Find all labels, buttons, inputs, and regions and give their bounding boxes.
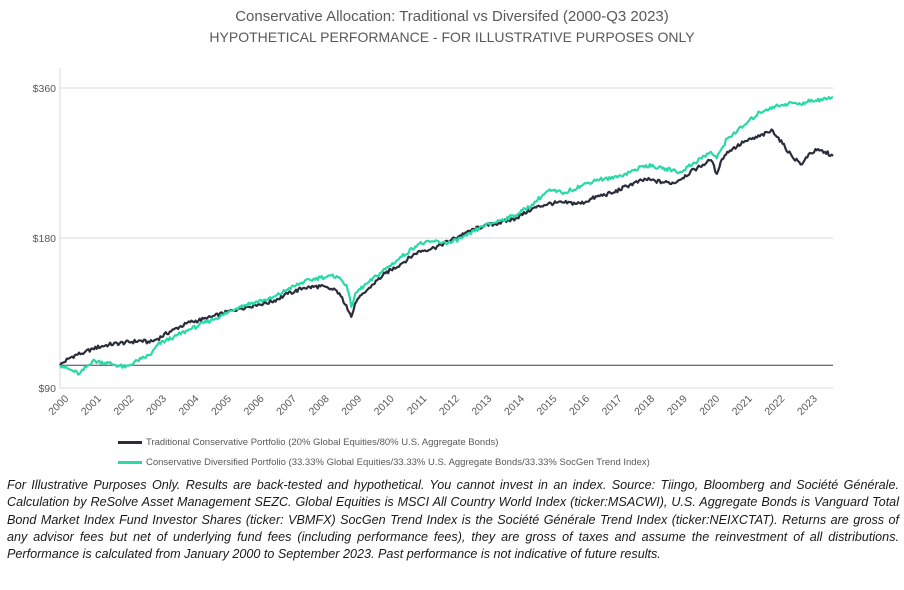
x-tick-label-2022: 2022 — [762, 393, 787, 418]
legend-label-diversified: Conservative Diversified Portfolio (33.3… — [146, 456, 650, 468]
chart-title: Conservative Allocation: Traditional vs … — [235, 8, 669, 25]
y-tick-label-0: $90 — [38, 383, 56, 395]
x-tick-label-2013: 2013 — [469, 393, 494, 418]
line-chart: $90 $180 $360 2000 2001 2002 2003 2004 2005 2006 2… — [33, 68, 834, 418]
x-tick-label-2002: 2002 — [111, 393, 136, 418]
x-tick-label-2005: 2005 — [209, 393, 234, 418]
x-tick-label-2021: 2021 — [730, 393, 755, 418]
x-tick-label-2011: 2011 — [405, 393, 430, 418]
x-tick-label-2010: 2010 — [372, 393, 397, 418]
x-tick-label-2006: 2006 — [242, 393, 267, 418]
legend-swatch-diversified — [118, 460, 142, 464]
x-tick-label-2004: 2004 — [177, 393, 202, 418]
legend-item-traditional: Traditional Conservative Portfolio (20% … — [118, 432, 650, 452]
x-tick-label-2016: 2016 — [567, 393, 592, 418]
disclaimer-footnote: For Illustrative Purposes Only. Results … — [7, 478, 899, 562]
x-tick-label-2009: 2009 — [339, 393, 364, 418]
x-tick-label-2023: 2023 — [795, 393, 820, 418]
x-tick-label-2000: 2000 — [46, 393, 71, 418]
legend-swatch-traditional — [118, 440, 142, 444]
legend-label-traditional: Traditional Conservative Portfolio (20% … — [146, 436, 499, 448]
x-tick-label-2018: 2018 — [632, 393, 657, 418]
y-tick-label-1: $180 — [33, 233, 57, 245]
y-tick-label-2: $360 — [33, 83, 57, 95]
x-tick-label-2007: 2007 — [274, 393, 299, 418]
x-tick-label-2012: 2012 — [437, 393, 462, 418]
chart-subtitle: HYPOTHETICAL PERFORMANCE - FOR ILLUSTRAT… — [209, 29, 695, 45]
x-tick-label-2014: 2014 — [502, 393, 527, 418]
series-line-diversified — [59, 96, 834, 376]
x-tick-label-2020: 2020 — [697, 393, 722, 418]
x-tick-label-2017: 2017 — [600, 393, 625, 418]
x-tick-label-2019: 2019 — [665, 393, 690, 418]
x-tick-label-2008: 2008 — [307, 393, 332, 418]
series-line-traditional — [59, 128, 834, 366]
x-tick-label-2015: 2015 — [535, 393, 560, 418]
x-tick-label-2003: 2003 — [144, 393, 169, 418]
chart-legend: Traditional Conservative Portfolio (20% … — [118, 432, 650, 472]
chart-title-block: Conservative Allocation: Traditional vs … — [0, 6, 904, 47]
legend-item-diversified: Conservative Diversified Portfolio (33.3… — [118, 452, 650, 472]
x-tick-label-2001: 2001 — [79, 393, 104, 418]
